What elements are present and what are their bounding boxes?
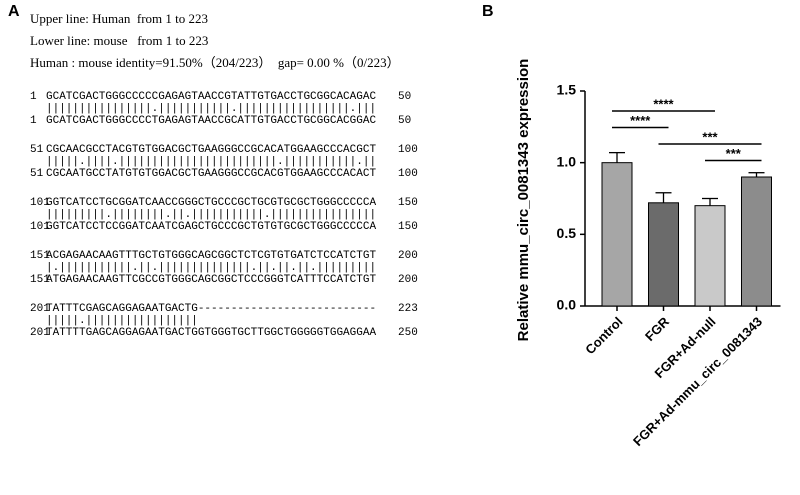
y-tick-label: 1.5 bbox=[557, 82, 577, 98]
sequence-start: 201 bbox=[30, 327, 50, 339]
sequence: GGTCATCCTCCGGATCAATCGAGCTGCCCGCTGTGTGCGC… bbox=[46, 221, 376, 233]
sequence-start: 151 bbox=[30, 250, 50, 262]
sequence: CGCAACGCCTACGTGTGGACGCTGAAGGGCCGCACATGGA… bbox=[46, 144, 376, 156]
panel-label: B bbox=[482, 3, 494, 20]
alignment-header: Upper line: Human from 1 to 223 bbox=[30, 11, 208, 26]
x-tick-label: Control bbox=[582, 314, 625, 357]
x-tick-label: FGR bbox=[642, 314, 672, 344]
sequence-end: 150 bbox=[398, 197, 418, 209]
sequence: GGTCATCCTGCGGATCAACCGGGCTGCCCGCTGCGTGCGC… bbox=[46, 197, 376, 209]
sequence-start: 1 bbox=[30, 115, 37, 127]
match-line: ||||||||||||||||.|||||||||||.|||||||||||… bbox=[46, 103, 376, 115]
match-line: |||||.||||.||||||||||||||||||||||||.||||… bbox=[46, 156, 376, 168]
sequence-start: 1 bbox=[30, 91, 37, 103]
significance-label: **** bbox=[653, 96, 674, 111]
sequence: TATTTTGAGCAGGAGAATGACTGGTGGGTGCTTGGCTGGG… bbox=[46, 327, 376, 339]
match-line: |||||||||.||||||||.||.|||||||||||.||||||… bbox=[46, 209, 376, 221]
sequence-end: 150 bbox=[398, 221, 418, 233]
bar bbox=[601, 162, 633, 307]
bar bbox=[741, 176, 772, 307]
alignment-header: Lower line: mouse from 1 to 223 bbox=[30, 33, 208, 48]
sequence-end: 50 bbox=[398, 115, 411, 127]
y-tick-label: 0.5 bbox=[557, 225, 577, 241]
significance-label: *** bbox=[702, 129, 718, 144]
bar bbox=[648, 202, 679, 307]
significance-label: *** bbox=[726, 146, 742, 161]
sequence-start: 51 bbox=[30, 168, 44, 180]
alignment-header: Human : mouse identity=91.50%（204/223） g… bbox=[30, 55, 400, 70]
sequence-end: 200 bbox=[398, 274, 418, 286]
sequence-start: 101 bbox=[30, 221, 50, 233]
sequence-start: 101 bbox=[30, 197, 50, 209]
bar bbox=[694, 205, 726, 307]
sequence-end: 200 bbox=[398, 250, 418, 262]
sequence: TATTTCGAGCAGGAGAATGACTG-----------------… bbox=[46, 303, 376, 315]
significance-label: **** bbox=[630, 113, 651, 128]
sequence-end: 250 bbox=[398, 327, 418, 339]
sequence: CGCAATGCCTATGTGTGGACGCTGAAGGGCCGCACGTGGA… bbox=[46, 168, 376, 180]
y-tick-label: 1.0 bbox=[557, 153, 577, 169]
sequence: ACGAGAACAAGTTTGCTGTGGGCAGCGGCTCTCGTGTGAT… bbox=[46, 250, 376, 262]
y-tick-label: 0.0 bbox=[557, 297, 577, 313]
y-axis-label: Relative mmu_circ_0081343 expression bbox=[515, 59, 532, 342]
sequence-start: 201 bbox=[30, 303, 50, 315]
panel-label: A bbox=[8, 3, 20, 20]
sequence: ATGAGAACAAGTTCGCCGTGGGCAGCGGCTCCCGGGTCAT… bbox=[46, 274, 376, 286]
sequence-end: 100 bbox=[398, 144, 418, 156]
sequence-end: 223 bbox=[398, 303, 418, 315]
match-line: |||||.||||||||||||||||| bbox=[46, 315, 198, 327]
sequence-end: 100 bbox=[398, 168, 418, 180]
match-line: |.|||||||||||.||.||||||||||||||.||.||.||… bbox=[46, 262, 376, 274]
sequence-start: 51 bbox=[30, 144, 44, 156]
sequence-end: 50 bbox=[398, 91, 411, 103]
sequence: GCATCGACTGGGCCCCTGAGAGTAACCGCATTGTGACCTG… bbox=[46, 115, 376, 127]
sequence: GCATCGACTGGGCCCCCGAGAGTAACCGTATTGTGACCTG… bbox=[46, 91, 376, 103]
sequence-start: 151 bbox=[30, 274, 50, 286]
